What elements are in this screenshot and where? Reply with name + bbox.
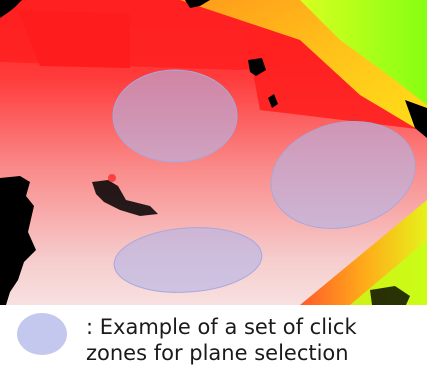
depth-region-farthest [300,0,427,105]
depth-hole-top-left [0,0,22,18]
depth-region-far [180,0,427,135]
depth-hole-right [405,100,427,138]
click-zone-upper-left [112,69,238,163]
depth-hole-center-left [92,180,158,216]
depth-hole-bottom-right [370,286,410,305]
depth-hole-top-mid [185,0,210,8]
depth-spot [108,174,116,182]
depth-hole-small-b [268,94,278,108]
legend-caption: : Example of a set of click zones for pl… [86,314,421,366]
depth-hole-small-a [248,58,266,76]
click-zone-bottom [113,227,263,293]
legend-click-zone-icon [17,313,67,355]
legend-swatch [17,313,67,355]
click-zone-right [270,121,416,229]
legend-caption-line-2: zones for plane selection [86,341,349,365]
depth-region-top-left-block [18,10,130,68]
depth-map-image [0,0,427,305]
legend-caption-line-1: : Example of a set of click [86,315,357,339]
depth-region-bottom-right-green [350,240,427,305]
depth-hole-left [0,176,36,305]
